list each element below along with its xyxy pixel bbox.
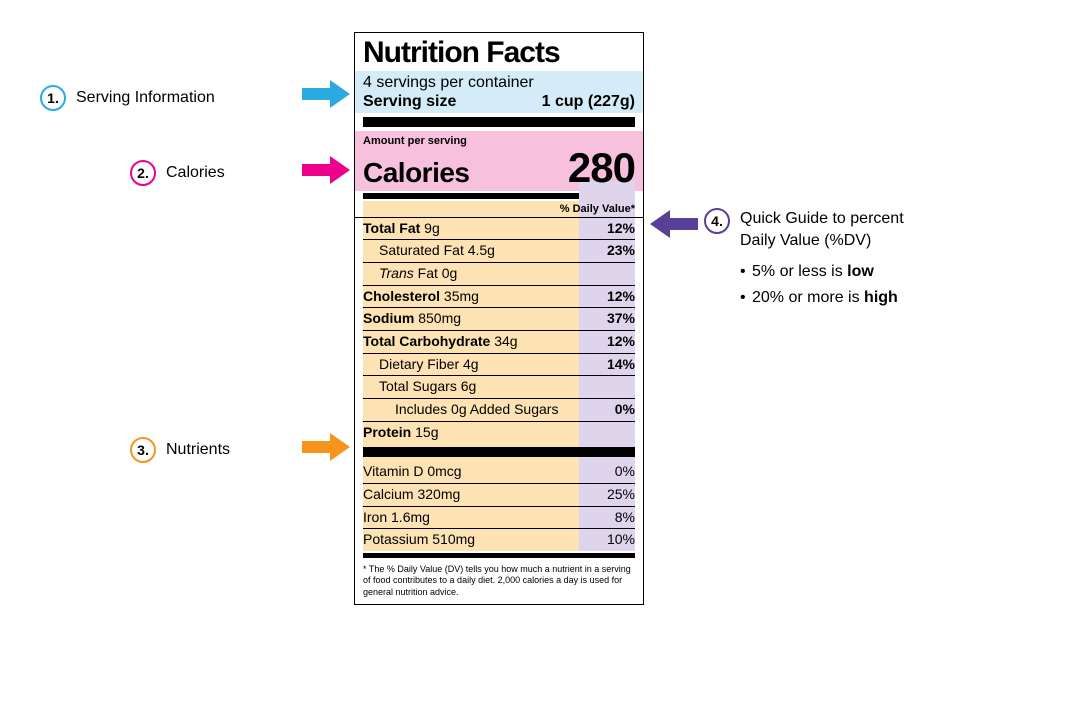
nutrient-dv: 12% [587, 218, 635, 240]
nutrient-dv [587, 263, 635, 285]
nutrient-name: Iron 1.6mg [363, 507, 430, 529]
nutrient-dv: 12% [587, 331, 635, 353]
nutrient-name: Protein 15g [363, 422, 438, 444]
nutrient-dv [587, 376, 635, 398]
nutrient-row: Iron 1.6mg 8% [363, 507, 635, 530]
dv-guide-bullets: •5% or less is low •20% or more is high [740, 263, 1040, 307]
callout-1-circle: 1. [40, 85, 66, 111]
nutrient-name: Cholesterol 35mg [363, 286, 479, 308]
callout-4-title: Quick Guide to percent Daily Value (%DV) [740, 208, 904, 251]
callout-serving-info: 1. Serving Information [40, 85, 215, 111]
callout-2-circle: 2. [130, 160, 156, 186]
nutrient-dv: 10% [587, 529, 635, 551]
nutrient-row: Dietary Fiber 4g 14% [363, 354, 635, 377]
nutrient-row: Cholesterol 35mg 12% [363, 286, 635, 309]
callout-3-circle: 3. [130, 437, 156, 463]
nf-title: Nutrition Facts [355, 37, 643, 71]
nutrient-dv: 12% [587, 286, 635, 308]
callout-dv-guide: 4. Quick Guide to percent Daily Value (%… [740, 208, 1040, 315]
nutrient-name: Includes 0g Added Sugars [363, 399, 558, 421]
calories-label: Calories [363, 157, 470, 189]
nutrient-name: Trans Fat 0g [363, 263, 457, 285]
nutrient-dv: 8% [587, 507, 635, 529]
divider-bar [363, 447, 635, 457]
callout-nutrients: 3. Nutrients [130, 437, 230, 463]
nutrient-row: Total Carbohydrate 34g 12% [363, 331, 635, 354]
calories-block: Amount per serving Calories 280 [355, 131, 643, 191]
callout-1-label: Serving Information [76, 89, 215, 107]
micro-nutrient-rows: Vitamin D 0mcg0%Calcium 320mg25%Iron 1.6… [355, 461, 643, 551]
nutrient-row: Includes 0g Added Sugars 0% [363, 399, 635, 422]
nutrient-dv: 0% [587, 399, 635, 421]
arrow-3-icon [302, 433, 350, 461]
nutrient-name: Calcium 320mg [363, 484, 460, 506]
divider-bar [363, 117, 635, 127]
dv-footnote: * The % Daily Value (DV) tells you how m… [355, 560, 643, 600]
nutrient-dv: 37% [587, 308, 635, 330]
nutrient-row: Protein 15g [363, 422, 635, 444]
callout-4-circle: 4. [704, 208, 730, 234]
nutrient-row: Potassium 510mg 10% [363, 529, 635, 551]
nutrients-table: % Daily Value* Total Fat 9g12%Saturated … [355, 201, 643, 552]
nutrient-name: Saturated Fat 4.5g [363, 240, 495, 262]
callout-calories: 2. Calories [130, 160, 225, 186]
nutrition-facts-label: Nutrition Facts 4 servings per container… [354, 32, 644, 605]
arrow-1-icon [302, 80, 350, 108]
nutrient-dv: 23% [587, 240, 635, 262]
macro-nutrient-rows: Total Fat 9g 12% Saturated Fat 4.5g 23% Tran… [355, 218, 643, 444]
dv-bullet-high: •20% or more is high [740, 289, 1040, 307]
nutrient-dv: 0% [587, 461, 635, 483]
divider-bar [363, 553, 635, 558]
nutrient-name: Total Sugars 6g [363, 376, 476, 398]
stage: 1. Serving Information 2. Calories 3. Nu… [0, 0, 1074, 710]
callout-4-title-line1: Quick Guide to percent [740, 210, 904, 227]
nutrient-name: Sodium 850mg [363, 308, 461, 330]
callout-3-label: Nutrients [166, 441, 230, 459]
calories-value: 280 [568, 147, 635, 189]
nutrient-row: Calcium 320mg 25% [363, 484, 635, 507]
servings-per-container: 4 servings per container [363, 73, 635, 93]
nutrient-row: Sodium 850mg 37% [363, 308, 635, 331]
nutrient-row: Total Fat 9g 12% [363, 218, 635, 241]
dv-bullet-low: •5% or less is low [740, 263, 1040, 281]
nutrient-row: Vitamin D 0mcg 0% [363, 461, 635, 484]
callout-2-label: Calories [166, 164, 225, 182]
nutrient-row: Trans Fat 0g [363, 263, 635, 286]
nutrient-dv: 25% [587, 484, 635, 506]
nutrient-name: Total Carbohydrate 34g [363, 331, 518, 353]
nutrient-name: Total Fat 9g [363, 218, 440, 240]
nutrient-name: Dietary Fiber 4g [363, 354, 479, 376]
nutrient-name: Potassium 510mg [363, 529, 475, 551]
nutrient-dv: 14% [587, 354, 635, 376]
nutrient-dv [587, 422, 635, 444]
nutrient-row: Saturated Fat 4.5g 23% [363, 240, 635, 263]
serving-size-value: 1 cup (227g) [542, 93, 635, 111]
arrow-4-icon [650, 210, 698, 238]
serving-size-label: Serving size [363, 93, 456, 111]
arrow-2-icon [302, 156, 350, 184]
nutrient-name: Vitamin D 0mcg [363, 461, 462, 483]
dv-header: % Daily Value* [355, 201, 643, 218]
nutrient-row: Total Sugars 6g [363, 376, 635, 399]
serving-info-block: 4 servings per container Serving size 1 … [355, 71, 643, 113]
callout-4-title-line2: Daily Value (%DV) [740, 232, 871, 249]
